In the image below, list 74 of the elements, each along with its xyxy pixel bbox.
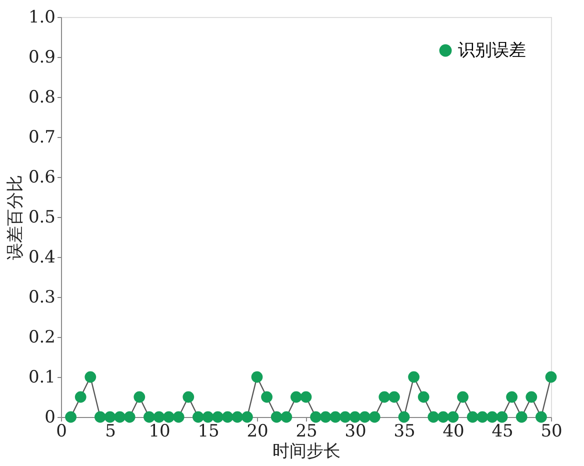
x-tick-label: 45	[492, 422, 514, 442]
point	[212, 411, 224, 423]
y-tick-label: 0.6	[28, 168, 56, 188]
point	[349, 411, 361, 423]
point	[368, 411, 380, 423]
point	[261, 391, 272, 403]
y-tick-label: 0.9	[28, 48, 56, 68]
point	[418, 391, 430, 403]
point	[114, 411, 126, 423]
point	[84, 371, 96, 383]
y-axis-title: 误差百分比	[5, 175, 26, 260]
point	[408, 371, 420, 383]
y-tick-label: 0.8	[28, 88, 56, 108]
point	[359, 411, 370, 423]
point	[340, 411, 351, 423]
x-tick-label: 35	[394, 422, 416, 442]
x-tick-label: 20	[246, 422, 268, 442]
point	[526, 391, 538, 403]
point	[104, 411, 116, 423]
point	[242, 411, 253, 423]
point	[74, 391, 86, 403]
point	[447, 411, 459, 423]
point	[222, 411, 234, 423]
point	[536, 411, 547, 423]
y-tick-label: 0.2	[28, 328, 56, 348]
point	[310, 411, 322, 423]
point	[466, 411, 478, 423]
y-tick-label: 1.0	[28, 8, 56, 28]
point	[134, 391, 146, 403]
y-tick-label: 0.5	[28, 208, 56, 228]
point	[330, 411, 342, 423]
point	[320, 411, 332, 423]
x-tick-label: 25	[296, 422, 318, 442]
point	[65, 411, 76, 423]
point	[516, 411, 528, 423]
point	[163, 411, 174, 423]
point	[486, 411, 498, 423]
point	[378, 391, 390, 403]
x-tick-label: 40	[442, 422, 464, 442]
y-tick-label: 0.4	[28, 248, 56, 268]
point	[232, 411, 244, 423]
y-tick-label: 0.1	[28, 368, 56, 388]
point	[545, 371, 557, 383]
point	[388, 391, 400, 403]
x-tick-label: 15	[198, 422, 220, 442]
point	[153, 411, 165, 423]
point	[438, 411, 449, 423]
y-tick-label: 0.7	[28, 128, 56, 148]
point	[251, 371, 263, 383]
point	[496, 411, 508, 423]
y-tick-label: 0	[44, 408, 56, 428]
point	[300, 391, 312, 403]
point	[182, 391, 194, 403]
legend-label: 识别误差	[458, 40, 526, 60]
point	[506, 391, 518, 403]
point	[457, 391, 468, 403]
x-axis-title: 时间步长	[272, 442, 340, 462]
point	[192, 411, 204, 423]
point	[202, 411, 214, 423]
point	[172, 411, 184, 423]
point	[124, 411, 136, 423]
point	[270, 411, 282, 423]
point	[280, 411, 292, 423]
point	[144, 411, 155, 423]
point	[398, 411, 410, 423]
x-tick-label: 30	[344, 422, 366, 442]
x-tick-label: 50	[540, 422, 562, 442]
point	[290, 391, 302, 403]
x-tick-label: 5	[105, 422, 116, 442]
x-tick-label: 10	[148, 422, 170, 442]
point	[94, 411, 106, 423]
point	[428, 411, 440, 423]
y-tick-label: 0.3	[28, 288, 56, 308]
point	[476, 411, 488, 423]
